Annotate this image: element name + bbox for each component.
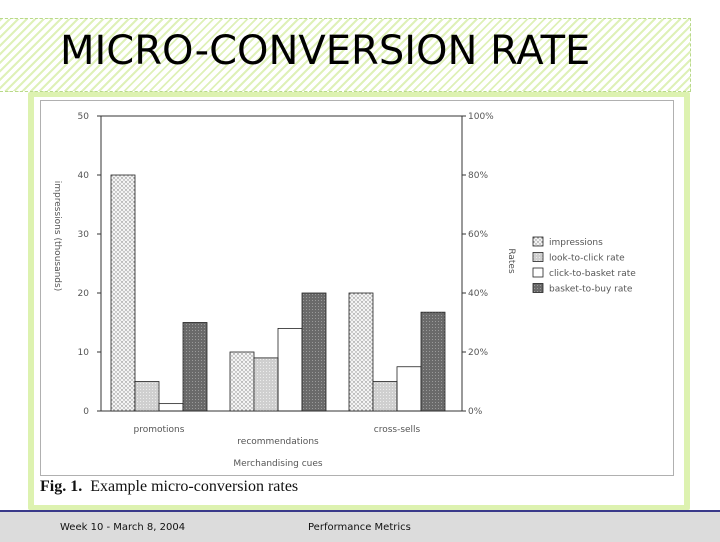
bar-0-2 <box>158 403 184 412</box>
y-axis-title-left: impressions (thousands) <box>52 181 62 291</box>
legend-label: click-to-basket rate <box>549 269 636 279</box>
x-axis-title: Merchandising cues <box>233 459 323 469</box>
bar-2-1 <box>372 381 398 412</box>
y-tick-label-left: 50 <box>78 112 90 122</box>
bar-0-3 <box>182 322 208 412</box>
y-axis-title-right: Rates <box>506 248 516 274</box>
bar-1-1 <box>253 357 279 412</box>
legend-label: impressions <box>549 238 603 248</box>
legend-swatch <box>532 267 544 278</box>
bar-2-3 <box>420 311 446 412</box>
legend-label: basket-to-buy rate <box>549 285 633 295</box>
y-tick-label-left: 30 <box>78 230 90 240</box>
y-tick-label-left: 40 <box>78 171 90 181</box>
y-tick-label-right: 20% <box>468 348 488 358</box>
x-category-label: cross-sells <box>374 425 421 435</box>
y-tick-label-left: 20 <box>78 289 90 299</box>
y-tick-label-left: 0 <box>83 407 89 417</box>
bar-0-1 <box>134 381 160 412</box>
y-tick-label-right: 100% <box>468 112 494 122</box>
bar-2-2 <box>396 366 422 412</box>
legend-swatch <box>532 252 544 262</box>
bar-2-0 <box>348 292 374 412</box>
slide-title: MICRO-CONVERSION RATE <box>60 28 591 74</box>
legend-label: look-to-click rate <box>549 254 625 264</box>
caption-figure-number: Fig. 1. <box>40 478 83 495</box>
legend-swatch <box>532 283 544 293</box>
figure-caption: Fig. 1. Example micro-conversion rates <box>40 478 298 496</box>
footer-date: Week 10 - March 8, 2004 <box>60 522 186 533</box>
y-tick-label-right: 60% <box>468 230 488 240</box>
micro-conversion-chart: 0 10 20 30 40 50 0% 20% 40% 60% 80% 100% impressions… <box>52 112 636 469</box>
bar-1-2 <box>277 327 303 412</box>
x-category-label: recommendations <box>237 437 319 447</box>
bar-0-0 <box>110 174 136 412</box>
title-band <box>0 18 691 92</box>
x-category-label: promotions <box>134 425 185 435</box>
bar-1-3 <box>301 292 327 412</box>
bar-1-0 <box>229 351 255 412</box>
y-tick-label-right: 40% <box>468 289 488 299</box>
footer-bar: Week 10 - March 8, 2004 Performance Metr… <box>0 510 720 542</box>
y-tick-label-left: 10 <box>78 348 90 358</box>
footer-topic: Performance Metrics <box>308 522 411 533</box>
caption-text: Example micro-conversion rates <box>90 478 299 495</box>
y-tick-label-right: 80% <box>468 171 488 181</box>
chart-container: 0 10 20 30 40 50 0% 20% 40% 60% 80% 100% impressions… <box>40 100 674 476</box>
legend-swatch <box>532 236 544 247</box>
y-tick-label-right: 0% <box>468 407 483 417</box>
